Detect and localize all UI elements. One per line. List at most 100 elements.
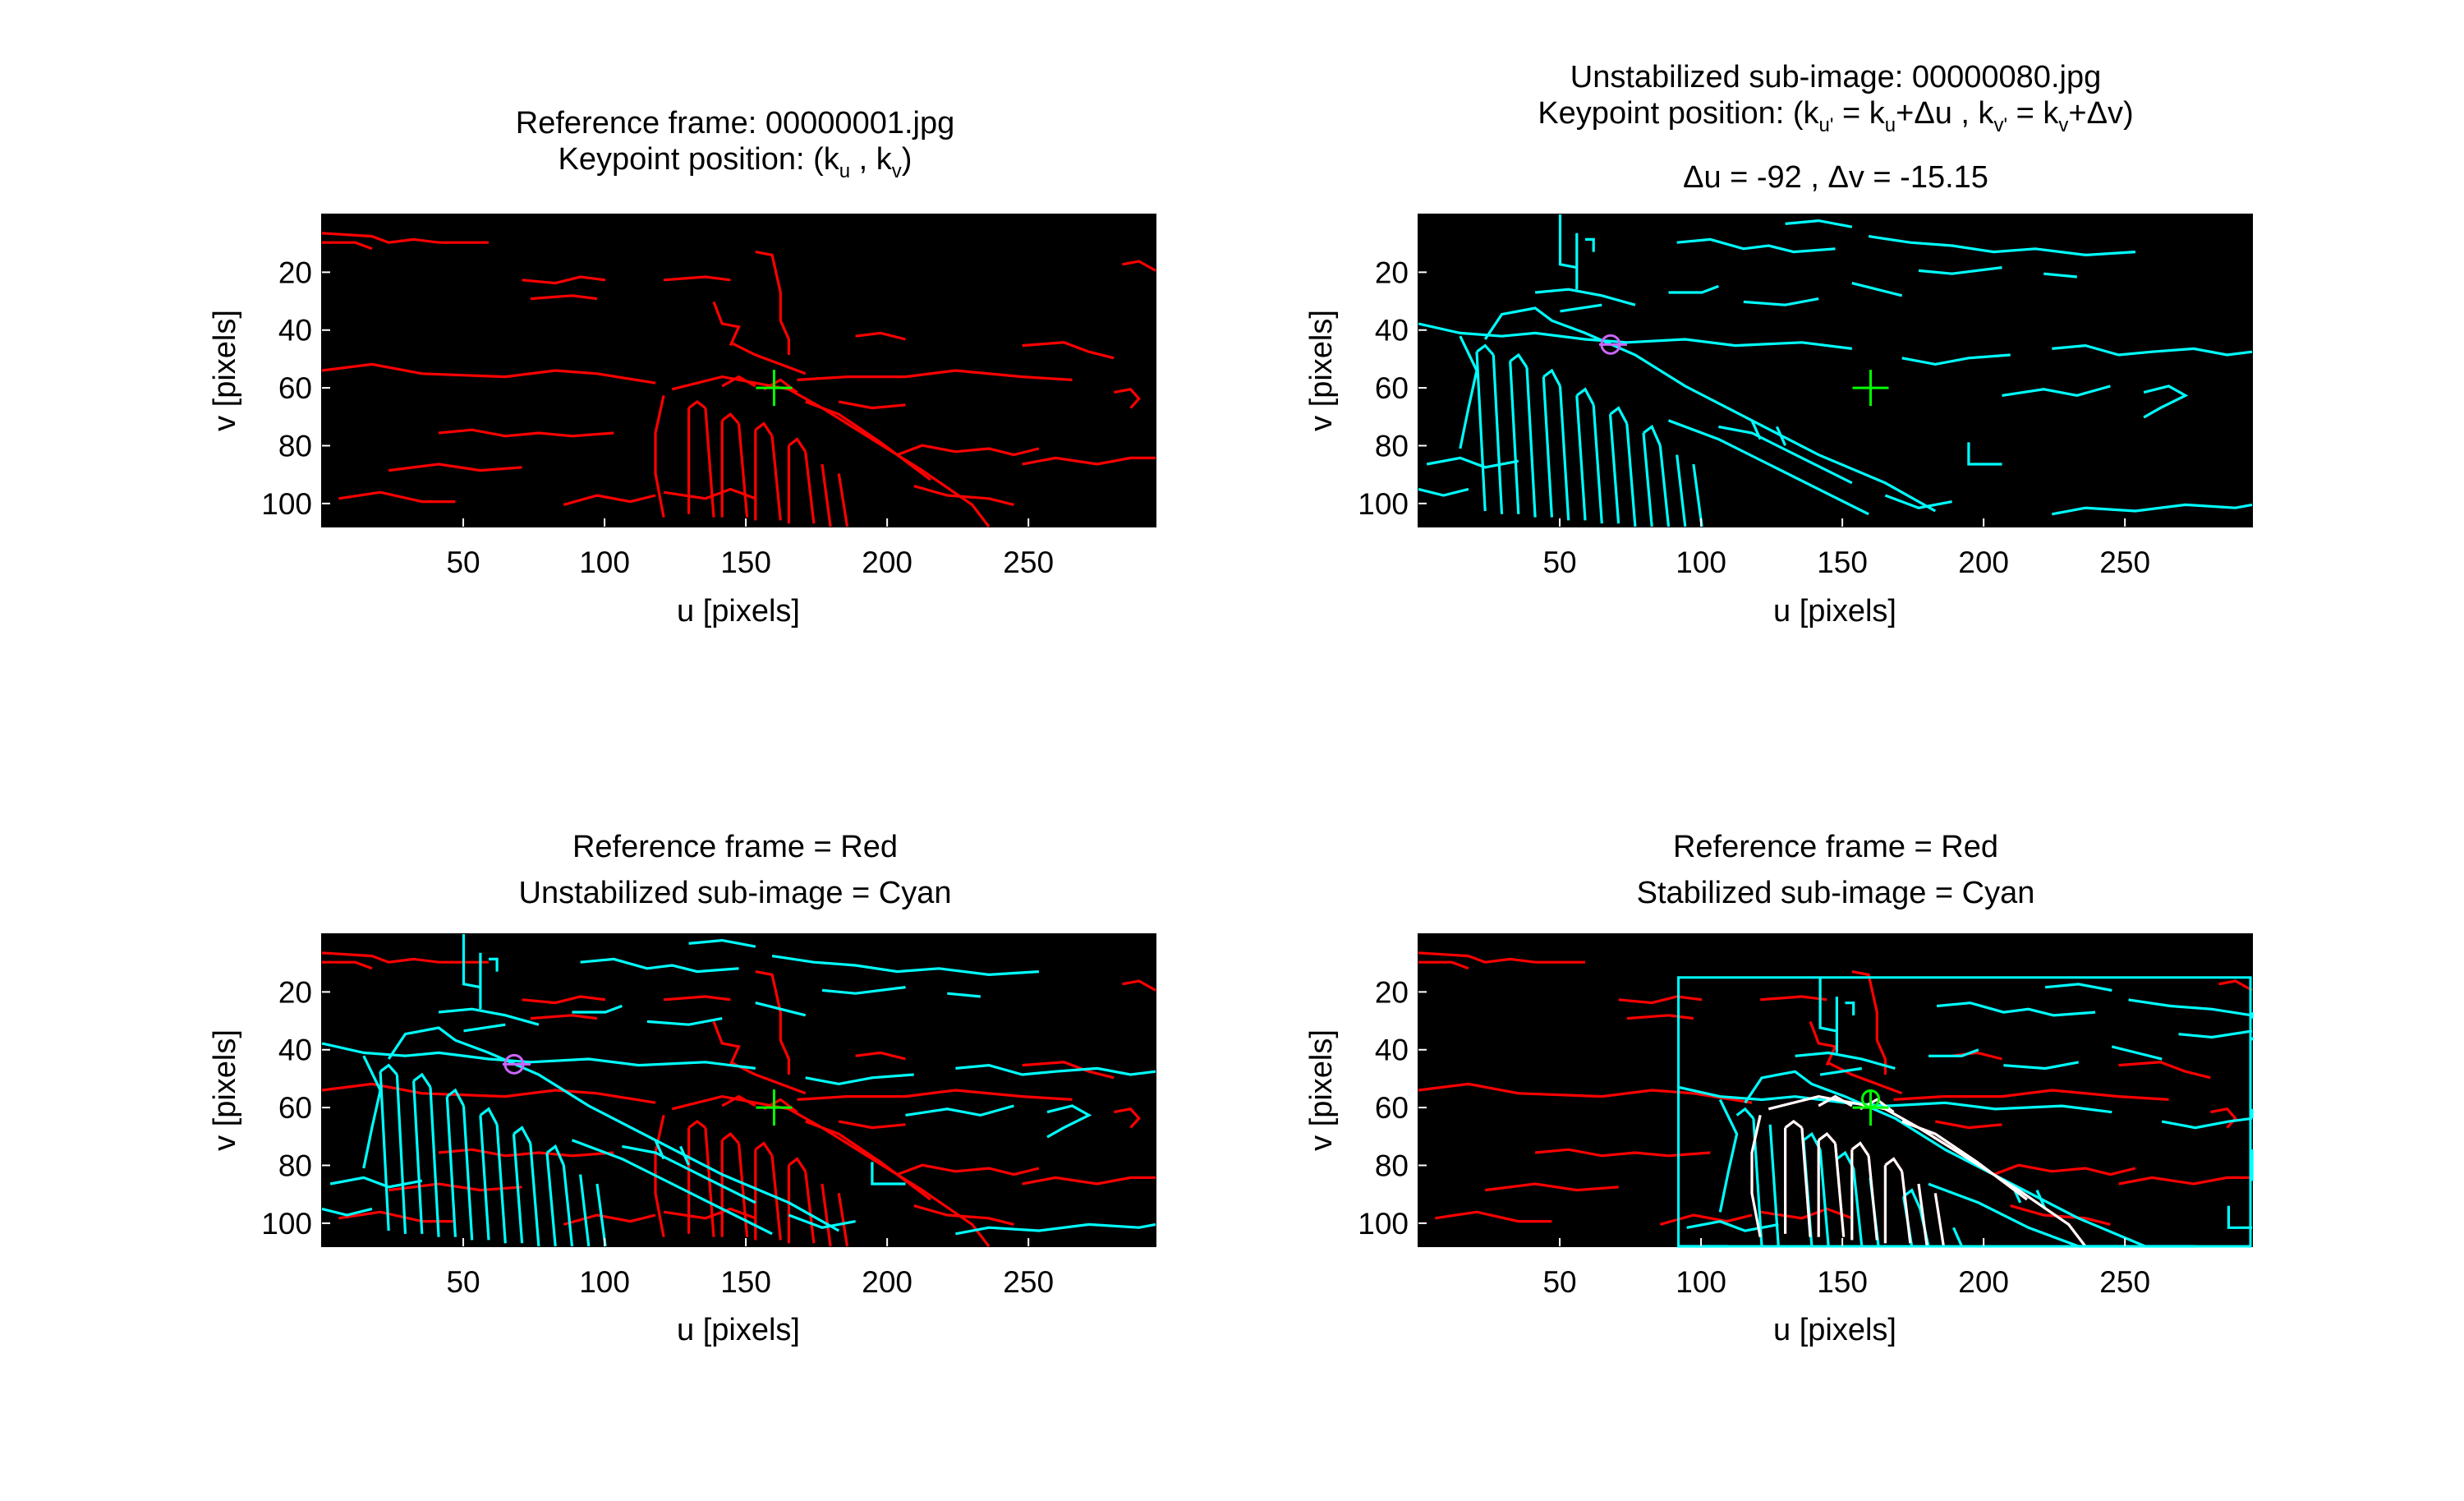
edge-trace — [821, 986, 906, 995]
edge-trace — [1852, 1167, 1864, 1247]
edge-trace — [2227, 1205, 2252, 1229]
edge-trace — [1744, 1070, 2195, 1248]
edge-trace — [546, 1144, 565, 1166]
edge-trace — [579, 1174, 591, 1247]
edge-trace — [1884, 1157, 1904, 1172]
edge-trace — [580, 957, 739, 974]
x-tick-label: 250 — [2099, 1265, 2150, 1299]
edge-trace — [513, 1126, 532, 1144]
edge-trace — [896, 1163, 1040, 1176]
edge-trace — [462, 1105, 474, 1241]
edge-trace — [1775, 426, 1787, 446]
edge-trace — [1659, 1213, 1753, 1226]
edge-trace — [1534, 288, 1636, 306]
edge-trace — [955, 1063, 1156, 1076]
edge-trace — [530, 1014, 598, 1020]
edge-trace — [379, 1071, 390, 1232]
edge-trace — [362, 1055, 382, 1169]
edge-trace — [797, 1089, 1073, 1101]
edge-trace — [1917, 1183, 1928, 1247]
edge-trace — [729, 341, 807, 375]
edge-trace — [321, 1207, 373, 1217]
edge-trace — [737, 423, 749, 518]
edge-trace — [654, 1140, 665, 1160]
edge-trace — [788, 1157, 807, 1172]
edge-trace — [663, 995, 731, 1001]
edge-trace — [1818, 978, 1837, 1033]
panel4-keypoint-circle — [1861, 1089, 1881, 1109]
edge-trace — [1475, 352, 1487, 512]
edge-trace — [821, 1183, 832, 1247]
edge-trace — [855, 331, 906, 341]
edge-trace — [1901, 1171, 1912, 1244]
edge-trace — [595, 1183, 607, 1247]
edge-trace — [755, 970, 791, 1075]
edge-trace — [1609, 406, 1629, 425]
x-tick-label: 150 — [720, 1265, 771, 1299]
edge-trace — [839, 1120, 906, 1130]
edge-trace — [1122, 260, 1156, 272]
edge-trace — [1993, 1163, 2136, 1176]
panel2-ylabel: v [pixels] — [1304, 310, 1339, 431]
edge-trace — [1851, 970, 1887, 1075]
edge-trace — [1884, 494, 1952, 509]
panel2-xlabel: u [pixels] — [1773, 594, 1896, 628]
edge-trace — [1692, 463, 1703, 527]
panel2-title2-pre: Keypoint position: (k — [1538, 96, 1819, 131]
panel3-xlabel: u [pixels] — [677, 1313, 800, 1347]
y-tick-label: 60 — [278, 1091, 312, 1125]
y-tick-label: 40 — [1375, 1034, 1409, 1067]
x-tick-label: 150 — [720, 546, 771, 579]
edge-trace — [529, 1143, 540, 1247]
edge-trace — [770, 435, 782, 521]
edge-trace — [562, 1165, 574, 1247]
edge-trace — [721, 412, 740, 425]
x-tick-label: 200 — [862, 1265, 913, 1299]
edge-trace — [704, 1127, 715, 1237]
x-tick-label: 200 — [1958, 1265, 2009, 1299]
edge-trace — [2210, 1107, 2237, 1129]
panel4-axes — [1418, 933, 2253, 1247]
edge-trace — [688, 938, 756, 948]
edge-trace — [1575, 387, 1595, 406]
y-tick-label: 100 — [261, 1207, 312, 1241]
y-tick-label: 60 — [1375, 371, 1409, 405]
y-tick-label: 60 — [278, 371, 312, 405]
x-tick-label: 150 — [1817, 546, 1868, 579]
edge-trace — [1418, 1082, 1753, 1104]
edge-trace — [947, 992, 981, 998]
edge-trace — [1818, 1149, 1830, 1247]
panel2-title2-b: +Δu , k — [1896, 96, 1994, 131]
edge-trace — [754, 421, 774, 437]
edge-trace — [721, 375, 756, 388]
edge-trace — [712, 301, 741, 347]
panel2-title2-sub2: u — [1885, 114, 1896, 136]
edge-trace — [321, 1082, 656, 1104]
x-tick-label: 100 — [1676, 1265, 1726, 1299]
edge-trace — [654, 395, 665, 518]
panel4-title-line2: Stabilized sub-image = Cyan — [1637, 876, 2035, 910]
edge-trace — [1735, 1107, 1755, 1120]
edge-trace — [2111, 1045, 2163, 1061]
edge-trace — [837, 473, 849, 527]
edge-trace — [387, 1026, 840, 1232]
edge-trace — [1525, 367, 1537, 518]
edge-trace — [2118, 1061, 2211, 1080]
edge-trace — [1937, 1001, 2096, 1017]
edge-trace — [2178, 1029, 2253, 1039]
panel3-title-line1: Reference frame = Red — [572, 830, 898, 864]
panel2-title2-c: = k — [2007, 96, 2059, 131]
y-tick-label: 80 — [278, 429, 312, 463]
edge-trace — [663, 275, 731, 282]
panel1-title-line1: Reference frame: 00000001.jpg — [516, 106, 954, 140]
tick-layer: 50 100 150 200 250 20 40 60 80 100 50 100 150 200 250 2… — [261, 256, 2150, 1299]
panel1-xlabel: u [pixels] — [677, 594, 800, 628]
edge-trace — [1676, 237, 1836, 254]
panel3-edge-map — [321, 934, 1156, 1247]
edge-trace — [1114, 388, 1141, 409]
edge-trace — [1718, 1098, 1739, 1213]
edge-trace — [721, 1132, 740, 1144]
panel4-xlabel: u [pixels] — [1773, 1313, 1896, 1347]
edge-trace — [2044, 983, 2112, 992]
